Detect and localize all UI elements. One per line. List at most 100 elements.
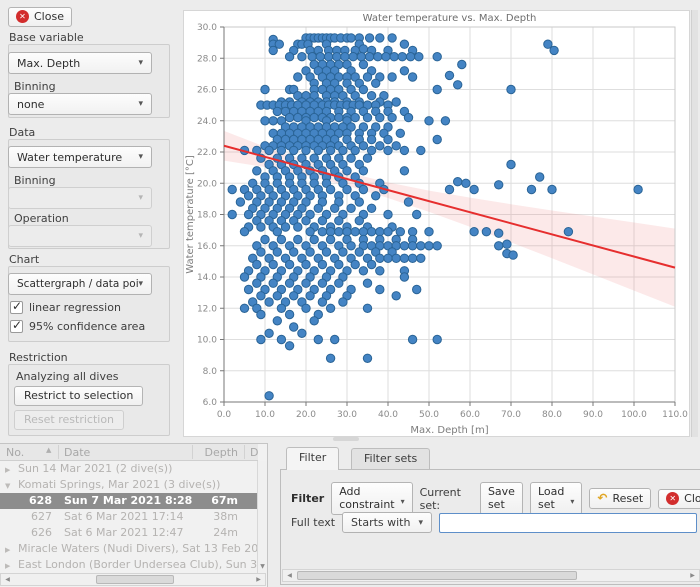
svg-text:40.0: 40.0 — [378, 410, 398, 420]
save-set-button[interactable]: Save set — [479, 482, 523, 515]
confidence-area-checkbox[interactable]: ✓ 95% confidence area — [10, 318, 145, 333]
full-text-label: Full text — [291, 516, 336, 529]
scroll-right-icon[interactable]: ▶ — [690, 572, 695, 579]
column-header-depth[interactable]: Depth — [204, 446, 238, 459]
scrollbar-thumb[interactable] — [297, 571, 577, 580]
tab-filter-sets-label: Filter sets — [364, 452, 418, 465]
svg-text:8.0: 8.0 — [203, 367, 218, 377]
svg-text:26.0: 26.0 — [197, 86, 217, 96]
data-variable-select[interactable]: Water temperature ▾ — [8, 146, 152, 168]
column-header-partial[interactable]: D — [250, 446, 259, 459]
linear-regression-label: linear regression — [29, 301, 121, 314]
reset-restriction-button: Reset restriction — [14, 410, 125, 430]
restrict-to-selection-button[interactable]: Restrict to selection — [14, 386, 144, 406]
base-variable-select[interactable]: Max. Depth ▾ — [8, 52, 152, 74]
chevron-down-icon: ▾ — [138, 58, 143, 68]
reset-filter-label: Reset — [612, 491, 644, 505]
tab-filter[interactable]: Filter — [286, 447, 340, 470]
add-constraint-button[interactable]: Add constraint ▾ — [331, 482, 413, 515]
reset-filter-button[interactable]: ↶ Reset — [589, 488, 652, 509]
restrict-button-label: Restrict to selection — [24, 389, 134, 402]
svg-text:12.0: 12.0 — [197, 304, 217, 314]
splitter-handle[interactable] — [333, 437, 359, 441]
filter-pane: Filter Filter sets Filter Add constraint… — [278, 443, 700, 587]
dive-row[interactable]: 627 Sat 6 Mar 2021 17:14 38m — [0, 509, 258, 525]
dive-list: No. ▲ Date Depth D ▶ Sun 14 Mar 2021 (2 d… — [0, 443, 268, 587]
svg-text:100.0: 100.0 — [621, 410, 647, 420]
trip-row[interactable]: ▶ Miracle Waters (Nudi Divers), Sat 13 Fe… — [0, 541, 258, 557]
filter-horizontal-scrollbar[interactable]: ◀ ▶ — [282, 569, 700, 582]
column-header-no[interactable]: No. — [6, 446, 25, 459]
scatter-chart[interactable]: 0.0 10.0 20.0 30.0 40.0 50.0 60.0 70.0 80.0 90.0 1… — [184, 11, 689, 436]
dive-list-vertical-scrollbar[interactable]: ▼ — [257, 461, 267, 573]
svg-text:90.0: 90.0 — [583, 410, 603, 420]
tab-filter-sets[interactable]: Filter sets — [351, 448, 431, 469]
scrollbar-thumb[interactable] — [96, 575, 174, 584]
sort-ascending-icon[interactable]: ▲ — [46, 446, 52, 454]
dive-date: Sun 7 Mar 2021 8:28 — [64, 494, 193, 507]
current-set-label: Current set: — [419, 485, 461, 512]
column-divider[interactable] — [192, 445, 193, 459]
svg-text:30.0: 30.0 — [197, 23, 217, 33]
data-binning-select: ▾ — [8, 187, 152, 209]
reset-restriction-label: Reset restriction — [24, 413, 115, 426]
base-variable-value: Max. Depth — [17, 56, 81, 70]
column-divider[interactable] — [58, 445, 59, 459]
full-text-search-input[interactable] — [439, 512, 697, 533]
chevron-collapsed-icon[interactable]: ▶ — [5, 546, 11, 554]
dive-number: 626 — [31, 526, 52, 539]
dive-date: Sat 6 Mar 2021 17:14 — [64, 510, 184, 523]
data-section-label: Data — [9, 126, 36, 139]
scroll-down-icon[interactable]: ▼ — [260, 563, 265, 570]
filter-label: Filter — [291, 492, 325, 505]
dive-date: Sat 6 Mar 2021 12:47 — [64, 526, 184, 539]
chart-scrollbar-strip[interactable] — [691, 10, 698, 437]
trip-row[interactable]: ▼ Komati Springs, Mar 2021 (3 dive(s)) — [0, 477, 258, 493]
y-axis-label: Water temperature [°C] — [185, 155, 196, 274]
scroll-left-icon[interactable]: ◀ — [287, 572, 292, 579]
svg-text:70.0: 70.0 — [501, 410, 521, 420]
base-variable-section-label: Base variable — [9, 31, 84, 44]
close-filter-label: Close — [684, 491, 700, 505]
svg-text:60.0: 60.0 — [460, 410, 480, 420]
operation-select: ▾ — [8, 225, 152, 247]
chevron-collapsed-icon[interactable]: ▶ — [5, 562, 11, 570]
svg-text:0.0: 0.0 — [217, 410, 232, 420]
checkbox-box: ✓ — [10, 299, 23, 314]
scroll-right-icon[interactable]: ▶ — [256, 576, 261, 583]
menu-caret-icon: ▾ — [570, 496, 575, 506]
filter-content: Filter Add constraint ▾ Current set: Save… — [280, 469, 700, 585]
dive-list-horizontal-scrollbar[interactable]: ◀ ▶ — [0, 573, 266, 586]
dive-depth: 67m — [211, 494, 238, 507]
tab-filter-label: Filter — [299, 451, 327, 464]
column-header-date[interactable]: Date — [64, 446, 91, 459]
chart-title: Water temperature vs. Max. Depth — [363, 13, 537, 24]
dive-list-rows: ▶ Sun 14 Mar 2021 (2 dive(s)) ▼ Komati Spri… — [0, 461, 258, 573]
base-binning-label: Binning — [14, 80, 56, 93]
regression-line — [223, 144, 676, 269]
menu-caret-icon: ▾ — [400, 496, 405, 506]
linear-regression-checkbox[interactable]: ✓ linear regression — [10, 299, 121, 314]
svg-text:20.0: 20.0 — [197, 179, 217, 189]
restriction-status: Analyzing all dives — [16, 370, 119, 383]
close-icon: ✕ — [16, 10, 29, 23]
chart-section-label: Chart — [9, 253, 40, 266]
load-set-button[interactable]: Load set ▾ — [529, 482, 583, 515]
base-binning-value: none — [17, 97, 45, 111]
match-mode-value: Starts with — [351, 516, 411, 529]
match-mode-select[interactable]: Starts with ▾ — [342, 512, 432, 533]
trip-row[interactable]: ▶ Sun 14 Mar 2021 (2 dive(s)) — [0, 461, 258, 477]
dive-row[interactable]: 626 Sat 6 Mar 2021 12:47 24m — [0, 525, 258, 541]
dive-row[interactable]: 628 Sun 7 Mar 2021 8:28 67m — [0, 493, 258, 509]
base-binning-select[interactable]: none ▾ — [8, 93, 152, 115]
svg-text:110.0: 110.0 — [662, 410, 688, 420]
trip-row[interactable]: ▶ East London (Border Undersea Club), Sun… — [0, 557, 258, 573]
chevron-collapsed-icon[interactable]: ▶ — [5, 466, 11, 474]
close-statistics-button[interactable]: ✕ Close — [8, 7, 72, 27]
close-filter-button[interactable]: ✕ Close — [658, 488, 700, 509]
scroll-left-icon[interactable]: ◀ — [5, 576, 10, 583]
column-divider[interactable] — [244, 445, 245, 459]
chevron-expanded-icon[interactable]: ▼ — [5, 482, 11, 490]
chart-type-select[interactable]: Scattergraph / data points ▾ — [8, 273, 152, 295]
